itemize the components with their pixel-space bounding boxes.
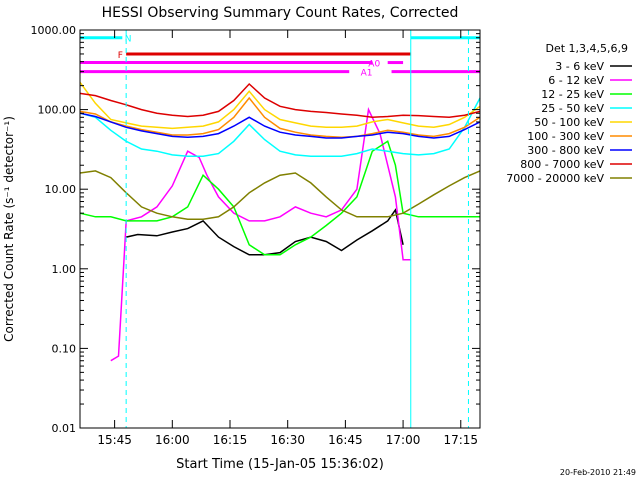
y-tick-label-5: 0.01 <box>52 422 77 435</box>
x-tick-label-3: 16:30 <box>270 433 305 447</box>
series-line-7 <box>79 82 481 119</box>
chart-title: HESSI Observing Summary Count Rates, Cor… <box>102 5 459 21</box>
flag-label-f: F <box>118 51 123 61</box>
x-tick-label-1: 16:00 <box>155 433 190 447</box>
y-tick-label-3: 1.00 <box>52 263 77 276</box>
series-lines <box>79 81 481 362</box>
legend-label-5: 100 - 300 keV <box>527 130 604 143</box>
generation-timestamp: 20-Feb-2010 21:49 <box>560 468 636 477</box>
x-tick-label-2: 16:15 <box>213 433 248 447</box>
y-tick-label-0: 1000.00 <box>31 24 77 37</box>
legend-label-2: 12 - 25 keV <box>541 88 604 101</box>
legend-label-7: 800 - 7000 keV <box>520 158 604 171</box>
legend-label-6: 300 - 800 keV <box>527 144 604 157</box>
series-line-4 <box>79 81 481 130</box>
y-tick-label-4: 0.10 <box>52 342 77 355</box>
series-line-8 <box>79 170 481 220</box>
series-line-5 <box>79 96 481 138</box>
plot-frame <box>79 29 481 429</box>
y-tick-label-2: 10.00 <box>45 183 77 196</box>
y-tick-label-1: 100.00 <box>38 104 77 117</box>
series-line-6 <box>79 112 481 139</box>
vertical-markers <box>79 30 469 428</box>
x-tick-label-4: 16:45 <box>328 433 363 447</box>
x-tick-label-6: 17:15 <box>443 433 478 447</box>
flag-label-a0: A0 <box>368 60 380 70</box>
flag-label-a1: A1 <box>361 69 373 79</box>
legend-title: Det 1,3,4,5,6,9 <box>545 42 628 55</box>
axis-ticks: 1000.00 100.00 10.00 1.00 0.10 0.01 15:45 16:00… <box>31 24 480 447</box>
series-line-3 <box>79 97 481 157</box>
flag-label-n: N <box>125 35 132 45</box>
series-line-0 <box>126 208 404 256</box>
legend-label-4: 50 - 100 keV <box>534 116 604 129</box>
x-axis-label: Start Time (15-Jan-05 15:36:02) <box>176 457 384 472</box>
y-axis-label: Corrected Count Rate (s⁻¹ detector⁻¹) <box>2 116 16 342</box>
legend-label-1: 6 - 12 keV <box>548 74 604 87</box>
legend-label-3: 25 - 50 keV <box>541 102 604 115</box>
x-tick-label-5: 17:00 <box>386 433 421 447</box>
legend-label-8: 7000 - 20000 keV <box>506 172 604 185</box>
legend-label-0: 3 - 6 keV <box>555 60 604 73</box>
series-line-2 <box>79 140 480 256</box>
x-tick-label-0: 15:45 <box>97 433 132 447</box>
